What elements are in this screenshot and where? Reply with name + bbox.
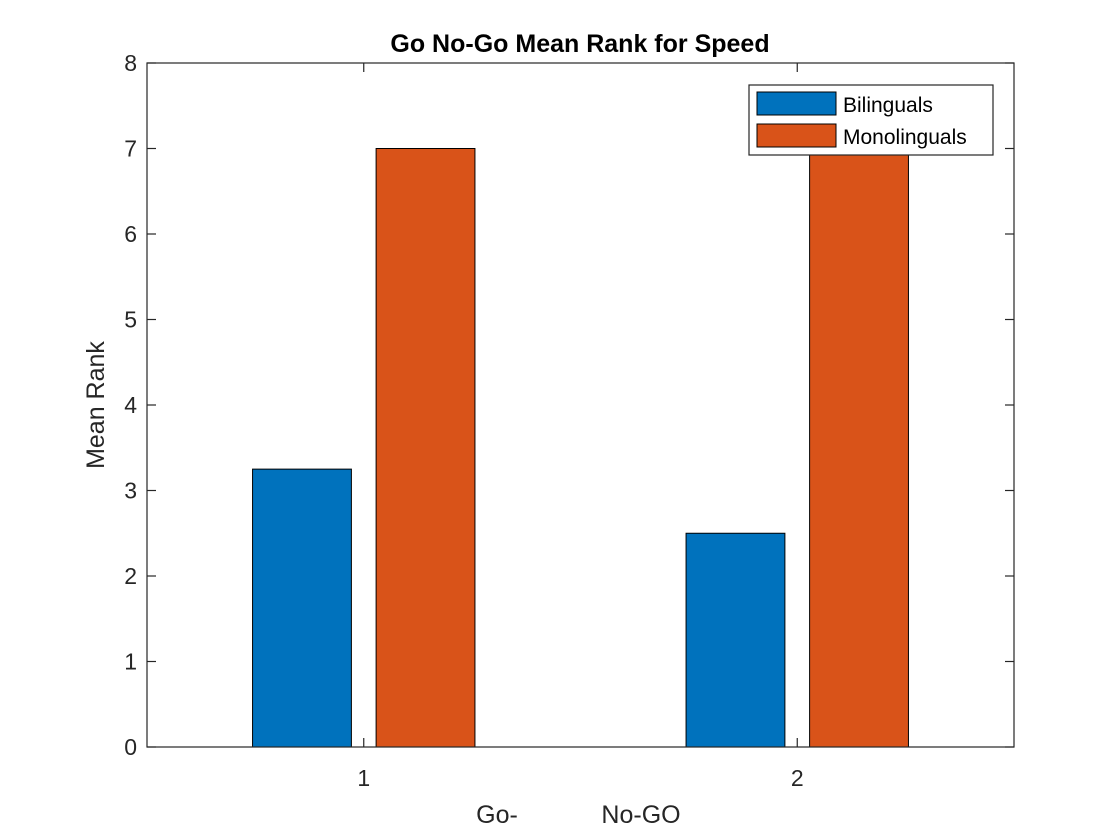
x-tick-label-2: 2 xyxy=(791,765,804,791)
legend-swatch-monolinguals xyxy=(756,123,837,148)
legend-label-monolinguals: Monolinguals xyxy=(843,126,967,149)
y-tick-label-3: 3 xyxy=(124,478,137,504)
y-tick-label-5: 5 xyxy=(124,307,137,333)
y-tick-label-7: 7 xyxy=(124,136,137,162)
bar-monolinguals-2 xyxy=(809,148,909,748)
legend-swatch-bilinguals xyxy=(756,91,837,116)
bar-bilinguals-1 xyxy=(252,468,352,748)
x-axis-title-nogo: No-GO xyxy=(601,801,680,829)
y-tick-label-6: 6 xyxy=(124,221,137,247)
x-tick-label-1: 1 xyxy=(357,765,370,791)
y-tick-label-8: 8 xyxy=(124,50,137,76)
y-tick-label-2: 2 xyxy=(124,563,137,589)
legend: Bilinguals Monolinguals xyxy=(748,84,994,156)
x-axis-title-go: Go- xyxy=(476,801,518,829)
ticks-group: 0 1 2 3 4 5 6 7 8 1 2 xyxy=(124,50,1014,791)
y-tick-label-0: 0 xyxy=(124,734,137,760)
bar-monolinguals-1 xyxy=(375,148,476,748)
y-axis-title: Mean Rank xyxy=(82,341,110,469)
chart-title: Go No-Go Mean Rank for Speed xyxy=(390,30,769,58)
y-tick-label-4: 4 xyxy=(124,392,137,418)
plot-box xyxy=(146,62,1015,748)
legend-label-bilinguals: Bilinguals xyxy=(843,94,933,117)
y-tick-label-1: 1 xyxy=(124,649,137,675)
bar-bilinguals-2 xyxy=(685,532,786,748)
